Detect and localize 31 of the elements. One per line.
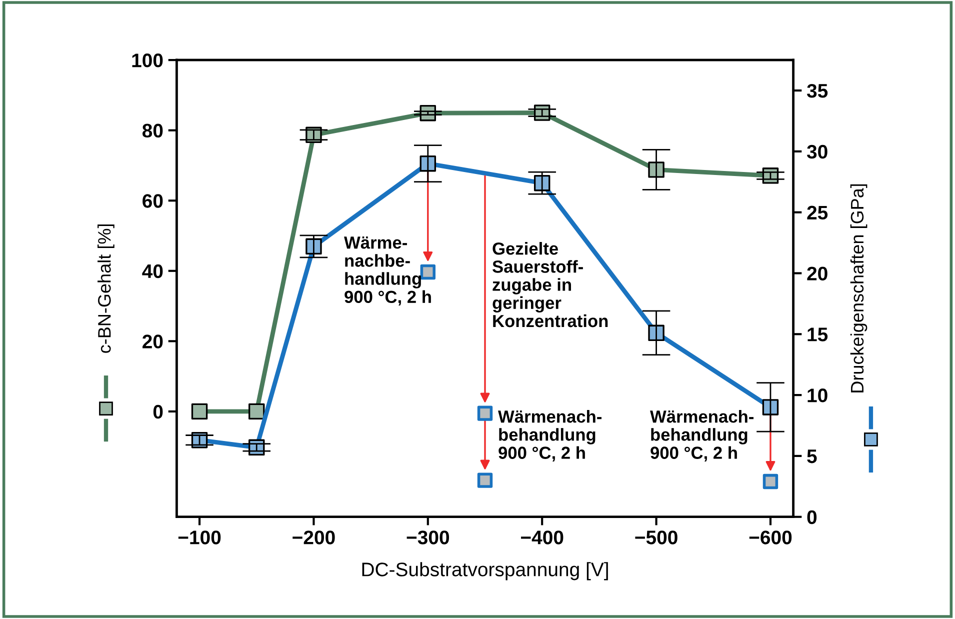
y2-tick-label: 15 <box>808 328 828 342</box>
y2-tick-label: 5 <box>807 450 817 464</box>
point <box>477 406 493 421</box>
y2-axis-title: Druckeigenschaften [GPa] <box>850 184 868 392</box>
y2-tick-label: 30 <box>806 144 828 159</box>
x-tick-label: −400 <box>521 530 564 544</box>
point <box>762 474 778 490</box>
y-tick-label: 20 <box>142 334 163 348</box>
x-tick-label: −500 <box>635 530 678 544</box>
y2-tick-label: 25 <box>807 206 828 220</box>
y-tick-label: 40 <box>142 264 163 278</box>
y2-tick-label: 35 <box>806 84 828 98</box>
point <box>420 264 436 280</box>
annotation: Wärmenach- behandlung 900 °C, 2 h <box>498 410 602 462</box>
y-tick-label: 0 <box>153 404 163 419</box>
y2-tick-label: 10 <box>808 388 828 402</box>
y-tick-label: 60 <box>142 194 163 208</box>
x-tick-label: −100 <box>178 530 221 544</box>
annotation: Wärme- nachbe- handlung 900 °C, 2 h <box>344 236 431 306</box>
x-axis-title: DC-Substratvorspannung [V] <box>362 562 608 580</box>
x-tick-label: −300 <box>406 530 450 544</box>
y-tick-label: 100 <box>132 54 163 68</box>
annotation: Wärmenach- behandlung 900 °C, 2 h <box>650 410 754 462</box>
point <box>477 472 493 488</box>
y2-tick-label: 0 <box>807 510 817 524</box>
y-axis-title: c-BN-Gehalt [%] <box>98 224 114 353</box>
x-tick-label: −600 <box>749 530 792 544</box>
y2-tick-label: 20 <box>807 266 828 280</box>
annotation: Gezielte Sauerstoff- zugabe in geringer Konzentration <box>492 242 608 328</box>
x-tick-label: −200 <box>292 530 335 544</box>
y-tick-label: 80 <box>142 124 163 138</box>
